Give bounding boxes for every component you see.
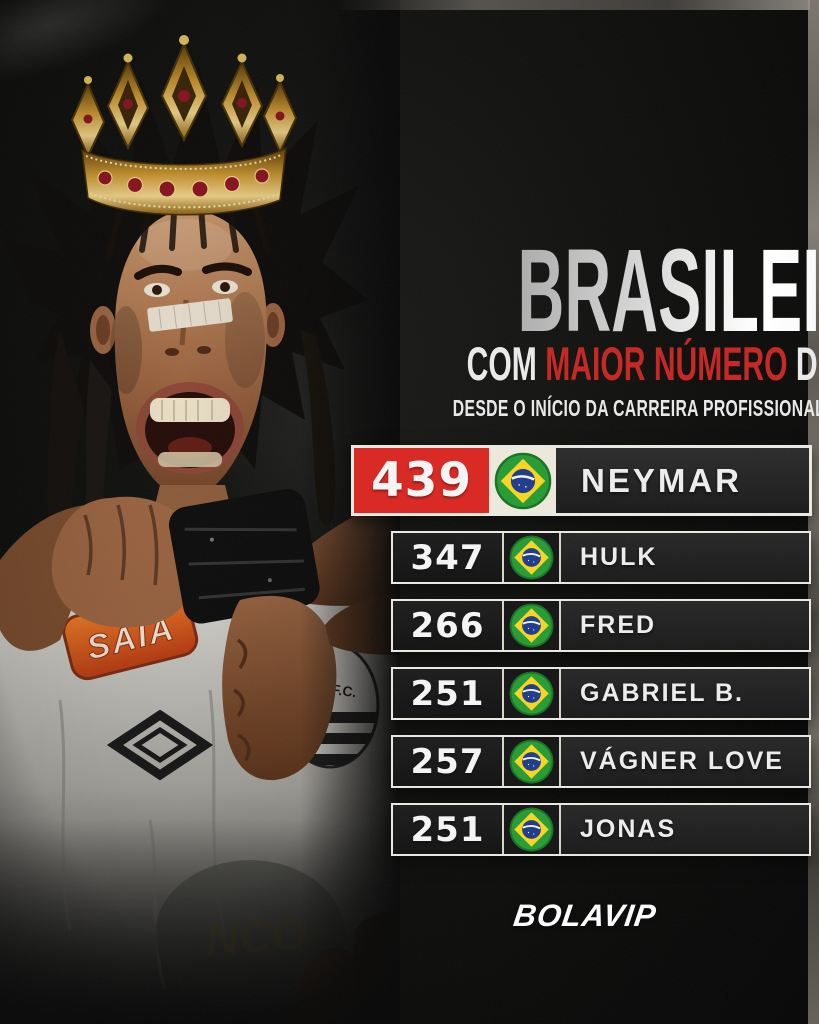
title-line2-suffix: DE GOLS [795,337,819,390]
goals-value: 257 [393,737,504,786]
player-name: JONAS [559,805,809,854]
brazil-flag-icon [509,739,554,784]
brazil-flag-icon [509,535,554,580]
goals-value: 251 [393,805,504,854]
title-line2-prefix: COM [466,337,546,390]
brazil-flag-icon [509,671,554,716]
ranking-row-neymar: 439 NEYMAR [351,445,812,516]
goals-value: 439 [354,448,489,513]
title-line2: COM MAIOR NÚMERO DE GOLS [336,337,819,390]
subtitle: DESDE O INÍCIO DA CARREIRA PROFISSIONAL … [452,395,819,421]
player-name: FRED [559,601,809,650]
goals-value: 347 [393,533,504,582]
bottom-fade-overlay [0,820,400,1024]
player-name: HULK [559,533,809,582]
goals-value: 266 [393,601,504,650]
brazil-flag-icon [509,807,554,852]
ranking-row-hulk: 347 HULK [391,531,811,584]
goals-value: 251 [393,669,504,718]
brazil-flag-icon [494,452,552,510]
concrete-top-edge [335,0,810,10]
ranking-row-jonas: 251 JONAS [391,803,811,856]
bolavip-logo: BOLAVIP [511,898,659,933]
brazil-flag-icon [509,603,554,648]
player-name: NEYMAR [556,448,809,513]
ranking-row-vagner-love: 257 VÁGNER LOVE [391,735,811,788]
title-line2-highlight: MAIOR NÚMERO [545,337,788,390]
player-name: VÁGNER LOVE [559,737,809,786]
ranking-row-gabriel-b: 251 GABRIEL B. [391,667,811,720]
ranking-row-fred: 266 FRED [391,599,811,652]
player-name: GABRIEL B. [559,669,809,718]
page-title: BRASILEIROS [336,232,819,350]
title-line1: BRASILEIROS [517,232,819,350]
neymar-photo-illustration: S.F.C. SAIA [0,0,400,1024]
